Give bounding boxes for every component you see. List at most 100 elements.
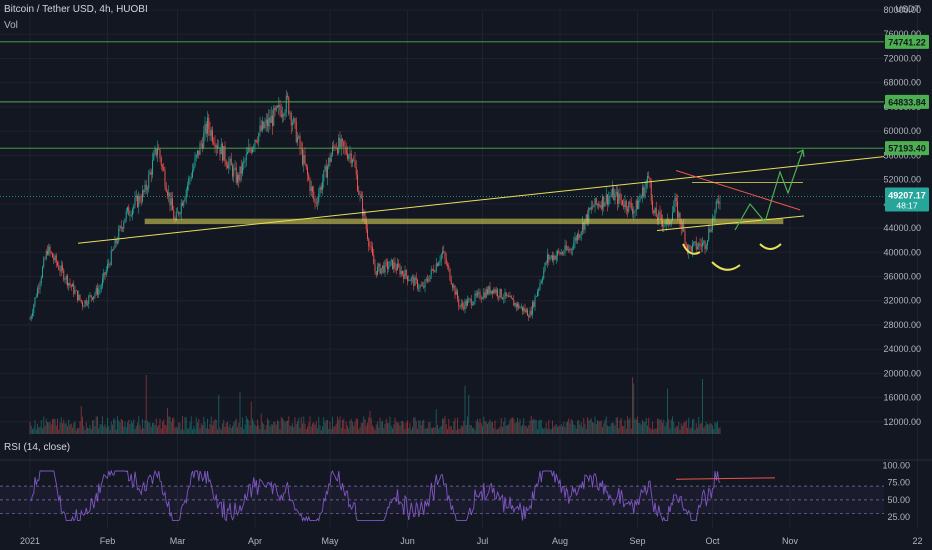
- candle: [80, 299, 82, 302]
- volume-bar: [138, 416, 140, 434]
- horizontal-levels: [0, 41, 884, 197]
- candle: [585, 214, 587, 220]
- volume-bar: [582, 427, 583, 434]
- candle: [685, 243, 687, 245]
- volume-bar: [434, 427, 436, 434]
- candle: [329, 157, 331, 162]
- volume-bar: [172, 418, 173, 434]
- candle: [295, 121, 297, 143]
- candle: [280, 110, 282, 117]
- volume-bar: [587, 417, 588, 434]
- candle: [603, 196, 605, 207]
- candle: [498, 295, 500, 298]
- volume-bar: [373, 427, 375, 434]
- candle: [318, 193, 320, 203]
- candle: [602, 196, 603, 209]
- volume-bar: [233, 422, 235, 434]
- volume-bar: [383, 427, 385, 434]
- candle: [285, 95, 287, 113]
- candle: [569, 248, 571, 251]
- candle: [405, 270, 407, 276]
- volume-bar: [79, 421, 81, 434]
- candle: [522, 306, 523, 312]
- candle: [419, 285, 421, 289]
- volume-bar: [350, 419, 352, 434]
- volume-bar: [398, 422, 400, 434]
- volume-bar: [543, 429, 545, 434]
- candle: [108, 263, 110, 265]
- candle: [557, 250, 558, 256]
- volume-bar: [630, 428, 632, 434]
- candle: [180, 202, 182, 214]
- volume-bar: [242, 417, 243, 434]
- volume-bar: [240, 427, 242, 434]
- candle: [610, 195, 612, 197]
- volume-bar: [625, 429, 627, 434]
- volume-bar: [570, 419, 572, 434]
- candle: [687, 244, 688, 254]
- volume-bar: [422, 420, 423, 434]
- volume-bar: [48, 422, 50, 434]
- volume-bar: [218, 395, 220, 434]
- volume-bar: [287, 420, 288, 434]
- volume-bar: [372, 425, 373, 434]
- rsi-pane: [0, 469, 884, 523]
- volume-bar: [174, 427, 176, 434]
- candle: [505, 292, 507, 297]
- volume-bar: [114, 419, 116, 434]
- volume-bar: [389, 416, 391, 434]
- volume-bar: [30, 425, 32, 434]
- time-tick-label: Nov: [782, 536, 799, 546]
- volume-bar: [85, 422, 87, 434]
- volume-bar: [454, 418, 456, 434]
- candle: [172, 198, 173, 211]
- volume-bar: [459, 428, 461, 434]
- candle: [360, 194, 362, 199]
- volume-bar: [635, 419, 637, 434]
- candle: [713, 218, 715, 219]
- volume-bar: [68, 419, 70, 434]
- ascending-trendline: [77, 156, 885, 244]
- candle: [622, 200, 623, 205]
- candle: [642, 187, 643, 196]
- volume-bar: [559, 426, 561, 434]
- candle: [40, 277, 42, 284]
- candle: [358, 190, 360, 195]
- candle: [345, 147, 347, 154]
- candle: [182, 202, 183, 206]
- candle: [175, 212, 177, 221]
- candle: [63, 269, 65, 280]
- volume-bar: [687, 427, 688, 434]
- volume-bar: [694, 429, 696, 434]
- candle: [113, 248, 115, 251]
- candle: [119, 226, 121, 229]
- candle: [463, 305, 465, 310]
- candle: [535, 296, 537, 297]
- volume-bar: [465, 424, 467, 434]
- volume-bar: [569, 423, 571, 434]
- candle: [590, 206, 592, 210]
- candle: [364, 211, 366, 223]
- volume-bar: [399, 425, 401, 434]
- candle: [183, 201, 185, 206]
- candle: [440, 254, 442, 261]
- volume-bar: [102, 416, 103, 434]
- volume-bar: [568, 418, 570, 434]
- time-tick-label: 22: [912, 536, 922, 546]
- candle: [254, 140, 256, 147]
- candle: [75, 290, 77, 292]
- candle: [190, 177, 192, 179]
- trend-drawings: [77, 149, 885, 271]
- volume-bar: [669, 428, 671, 434]
- candle: [529, 310, 531, 318]
- candle: [580, 231, 582, 235]
- volume-bar: [463, 421, 465, 434]
- candle: [712, 218, 713, 231]
- candle: [682, 224, 683, 229]
- volume-bar: [514, 423, 516, 434]
- volume-bar: [667, 388, 668, 434]
- candle: [387, 261, 388, 269]
- volume-bar: [149, 422, 151, 434]
- volume-bar: [227, 421, 228, 434]
